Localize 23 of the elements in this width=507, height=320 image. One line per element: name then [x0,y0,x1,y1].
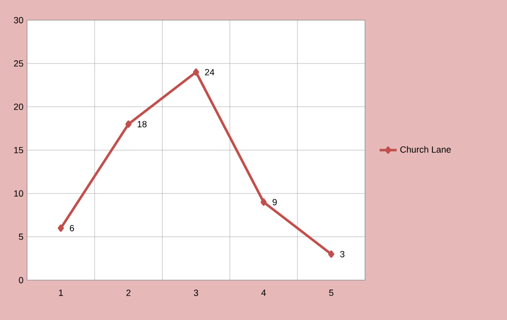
legend-label: Church Lane [400,146,451,153]
point [328,250,334,258]
point [125,120,132,128]
y-tick-label: 15 [14,147,24,154]
y-tick-label: 20 [14,104,24,110]
data-label: 3 [340,250,344,258]
data-label: 24 [205,69,214,76]
point [193,68,200,76]
x-tick-label: 1 [59,290,63,296]
y-tick-label: 0 [18,276,24,284]
x-tick-label: 5 [329,290,334,296]
data-label: 6 [70,224,74,232]
y-tick-label: 10 [14,190,24,197]
x-tick-label: 2 [126,290,130,296]
y-tick-label: 30 [14,16,24,24]
data-label: 9 [272,198,277,206]
data-label: 18 [138,120,147,128]
y-tick-label: 5 [18,234,24,240]
x-tick-label: 3 [194,290,198,296]
point [260,198,267,206]
x-tick-label: 4 [261,290,266,296]
point [58,224,64,232]
y-tick-label: 25 [14,60,24,67]
